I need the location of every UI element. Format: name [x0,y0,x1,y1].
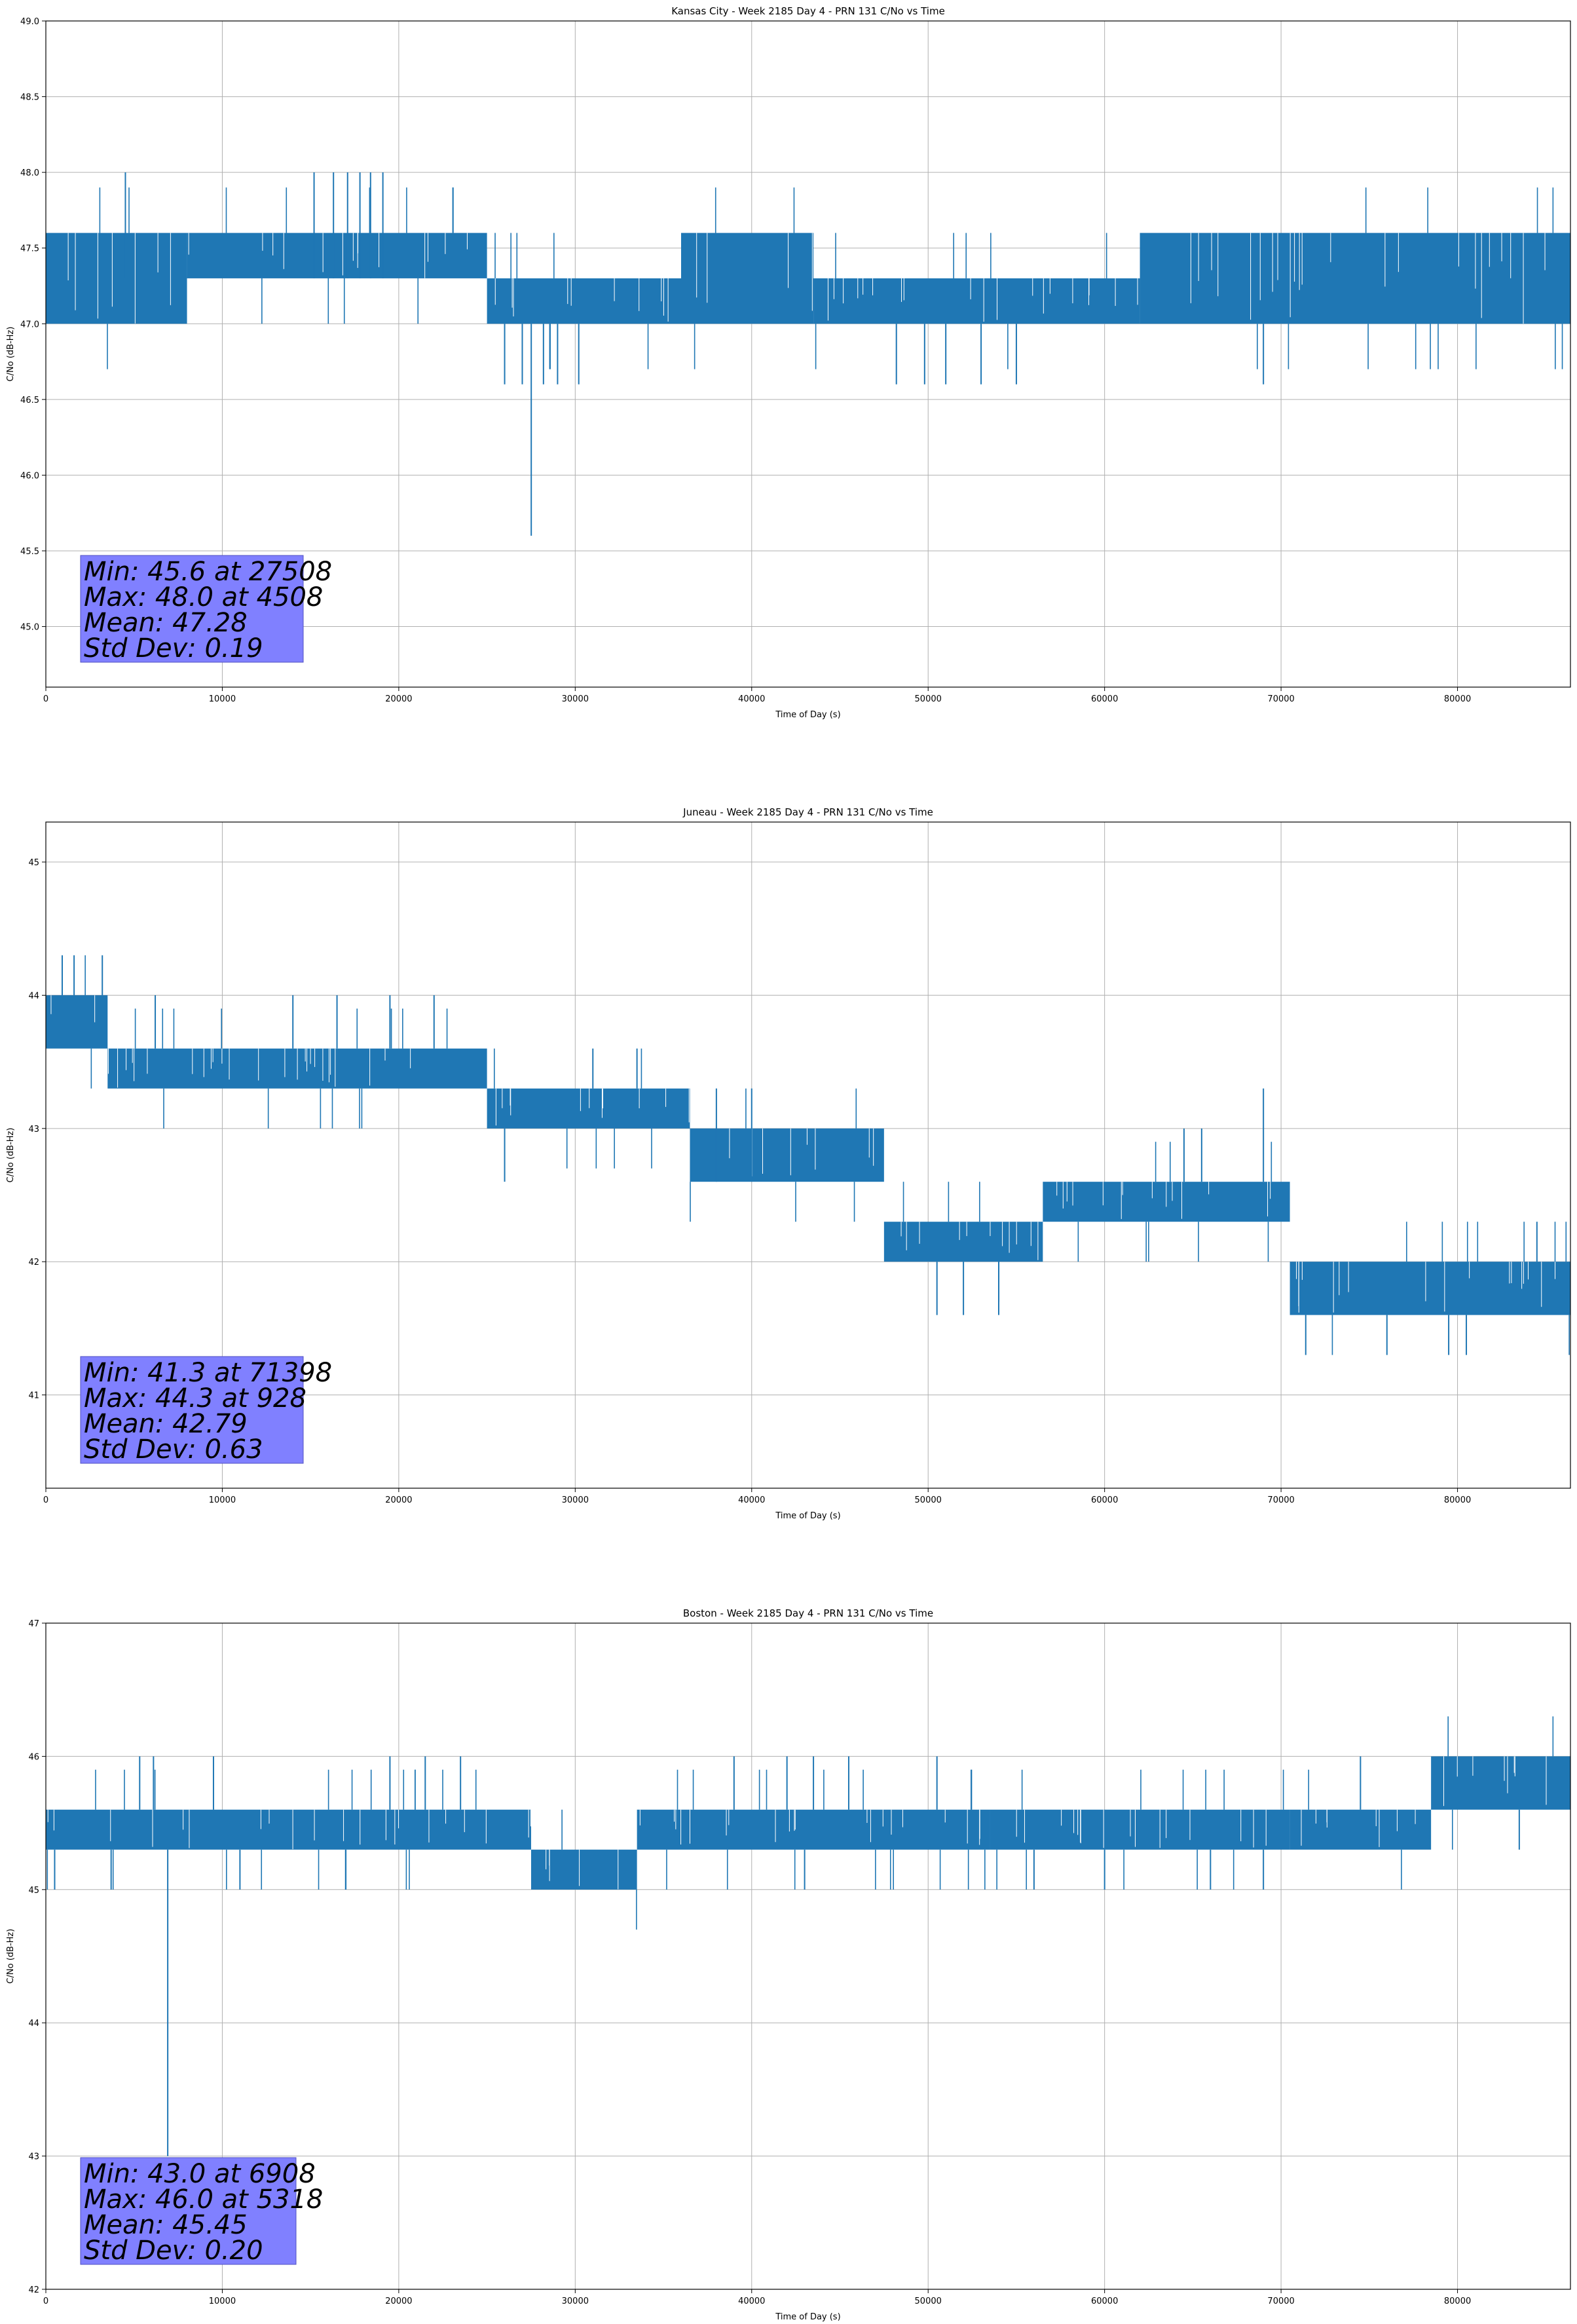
data-band [637,1809,990,1850]
chart-title: Kansas City - Week 2185 Day 4 - PRN 131 … [671,5,945,17]
axes-frame [45,1622,1571,2290]
x-tick-label: 60000 [1091,2296,1118,2306]
data-series [46,1716,1570,2156]
stats-line: Std Dev: 0.63 [84,1434,263,1465]
stats-line: Max: 44.3 at 928 [84,1383,306,1414]
data-band [46,233,187,324]
y-tick-label: 43 [28,2152,39,2162]
x-tick-label: 20000 [385,1495,412,1505]
y-tick-label: 48.0 [20,168,39,178]
x-tick-label: 80000 [1444,2296,1471,2306]
x-tick-label: 30000 [562,694,589,704]
y-tick-label: 46.0 [20,471,39,481]
y-tick-label: 47.5 [20,244,39,254]
y-tick-label: 47.0 [20,320,39,329]
data-band [187,233,487,278]
x-tick-label: 20000 [385,694,412,704]
x-tick-label: 30000 [562,1495,589,1505]
stats-line: Mean: 42.79 [84,1409,248,1439]
axes-frame [45,821,1571,1489]
x-tick-label: 70000 [1267,1495,1294,1505]
x-axis-label: Time of Day (s) [775,710,840,720]
stats-line: Std Dev: 0.19 [84,633,263,664]
chart-panel-0: 0 10000 20000 30000 40000 50000 60000 70000 8000… [6,5,1571,720]
x-tick-label: 70000 [1267,694,1294,704]
y-tick-label: 43 [28,1125,39,1134]
x-tick-label: 40000 [738,2296,765,2306]
y-tick-label: 42 [28,1258,39,1267]
y-tick-label: 45 [28,858,39,868]
data-band [487,278,681,324]
x-tick-label: 0 [43,2296,48,2306]
data-band [990,1809,1290,1850]
stats-line: Min: 43.0 at 6908 [84,2159,316,2189]
stats-line: Max: 48.0 at 4508 [84,582,323,612]
axes-frame [45,20,1571,688]
data-band [681,233,814,324]
x-tick-label: 50000 [915,2296,942,2306]
y-axis-label: C/No (dB-Hz) [6,1128,16,1183]
data-series [46,955,1570,1355]
x-tick-label: 70000 [1267,2296,1294,2306]
data-band [1140,233,1570,324]
y-axis-label: C/No (dB-Hz) [6,1929,16,1984]
chart-title: Boston - Week 2185 Day 4 - PRN 131 C/No … [683,1607,933,1619]
y-tick-label: 41 [28,1391,39,1401]
x-tick-label: 10000 [209,2296,236,2306]
stats-line: Max: 46.0 at 5318 [84,2184,323,2215]
y-axis-label: C/No (dB-Hz) [6,327,16,382]
x-tick-label: 40000 [738,1495,765,1505]
data-band [1431,1756,1570,1810]
x-tick-label: 10000 [209,694,236,704]
x-tick-label: 60000 [1091,1495,1118,1505]
x-tick-label: 30000 [562,2296,589,2306]
stats-line: Mean: 45.45 [84,2210,248,2240]
x-tick-label: 10000 [209,1495,236,1505]
stats-box [80,1356,304,1464]
y-tick-label: 42 [28,2285,39,2295]
data-band [1289,1809,1432,1850]
x-tick-label: 50000 [915,694,942,704]
x-tick-label: 80000 [1444,694,1471,704]
y-tick-label: 44 [28,2019,39,2029]
y-tick-label: 45.0 [20,623,39,633]
data-band [46,1809,531,1850]
data-band [46,995,108,1049]
data-band [883,1222,1043,1262]
data-band [487,1088,690,1129]
data-band [690,1128,884,1182]
x-tick-label: 80000 [1444,1495,1471,1505]
y-tick-label: 45.5 [20,547,39,557]
y-tick-label: 48.5 [20,93,39,103]
x-tick-label: 50000 [915,1495,942,1505]
y-tick-label: 46 [28,1752,39,1762]
y-tick-label: 44 [28,991,39,1001]
stats-box [80,2157,297,2265]
stats-box [80,555,304,663]
x-tick-label: 20000 [385,2296,412,2306]
data-band [530,1849,637,1890]
chart-panel-1: 0 10000 20000 30000 40000 50000 60000 70000 8000… [6,806,1571,1521]
x-axis-label: Time of Day (s) [775,2312,840,2322]
y-tick-label: 46.5 [20,396,39,405]
stats-line: Min: 41.3 at 71398 [84,1358,332,1388]
stats-line: Mean: 47.28 [84,608,248,638]
data-series [46,172,1570,536]
x-tick-label: 40000 [738,694,765,704]
stats-line: Min: 45.6 at 27508 [84,557,332,587]
y-tick-label: 47 [28,1619,39,1629]
y-tick-label: 45 [28,1886,39,1896]
x-axis-label: Time of Day (s) [775,1511,840,1521]
chart-title: Juneau - Week 2185 Day 4 - PRN 131 C/No … [682,806,933,818]
x-tick-label: 0 [43,1495,48,1505]
chart-panel-2: 0 10000 20000 30000 40000 50000 60000 70000 8000… [6,1607,1571,2322]
x-tick-label: 60000 [1091,694,1118,704]
stats-line: Std Dev: 0.20 [84,2236,263,2266]
data-band [813,278,1140,324]
x-tick-label: 0 [43,694,48,704]
y-tick-label: 49.0 [20,17,39,27]
